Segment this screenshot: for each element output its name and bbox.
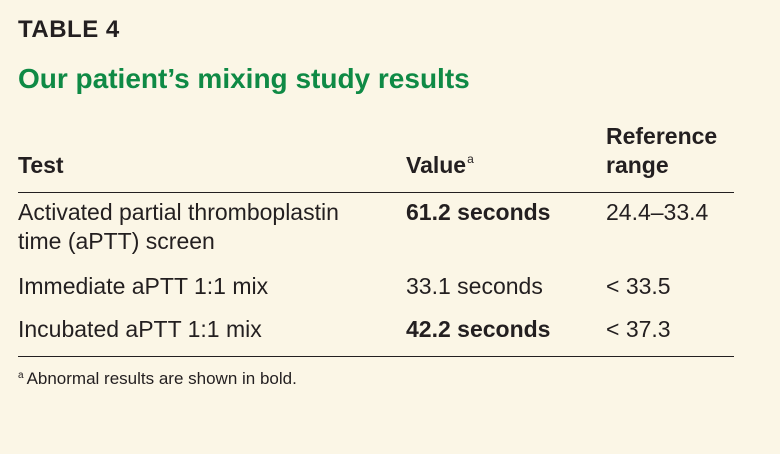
- header-test: Test: [18, 122, 406, 193]
- cell-value: 42.2 seconds: [406, 301, 606, 357]
- header-value: Valuea: [406, 122, 606, 193]
- header-reference-line1: Reference: [606, 123, 718, 149]
- cell-reference: 24.4–33.4: [606, 199, 709, 225]
- cell-reference: < 37.3: [606, 301, 734, 357]
- cell-test: Incubated aPTT 1:1 mix: [18, 301, 406, 357]
- table-header: Test Valuea Reference range: [18, 122, 734, 193]
- table-row: Incubated aPTT 1:1 mix 42.2 seconds < 37…: [18, 301, 734, 357]
- header-value-label: Value: [406, 152, 467, 178]
- header-row: Test Valuea Reference range: [18, 122, 734, 193]
- cell-reference: < 33.5: [606, 273, 671, 299]
- table-label: TABLE 4: [18, 16, 120, 43]
- header-reference-line2: range: [606, 152, 669, 178]
- cell-test: Activated partial thromboplastin time (aP…: [18, 193, 406, 257]
- cell-value: 61.2 seconds: [406, 199, 551, 225]
- header-test-label: Test: [18, 152, 64, 178]
- cell-test: Immediate aPTT 1:1 mix: [18, 273, 269, 299]
- cell-test-line2: time (aPTT) screen: [18, 228, 215, 254]
- table-body: Activated partial thromboplastin time (aP…: [18, 193, 734, 357]
- footnote-text: Abnormal results are shown in bold.: [26, 369, 297, 388]
- header-value-footnote-mark: a: [467, 152, 474, 166]
- results-table: Test Valuea Reference range Activated par…: [18, 122, 734, 357]
- footnote-mark: a: [18, 370, 24, 381]
- table-title: Our patient’s mixing study results: [18, 63, 470, 94]
- table-row: Immediate aPTT 1:1 mix 33.1 seconds < 33…: [18, 256, 734, 301]
- cell-test-line1: Activated partial thromboplastin: [18, 199, 339, 225]
- footnote: a Abnormal results are shown in bold.: [18, 365, 744, 390]
- cell-value: 33.1 seconds: [406, 273, 543, 299]
- header-reference: Reference range: [606, 122, 734, 193]
- table-row: Activated partial thromboplastin time (aP…: [18, 193, 734, 257]
